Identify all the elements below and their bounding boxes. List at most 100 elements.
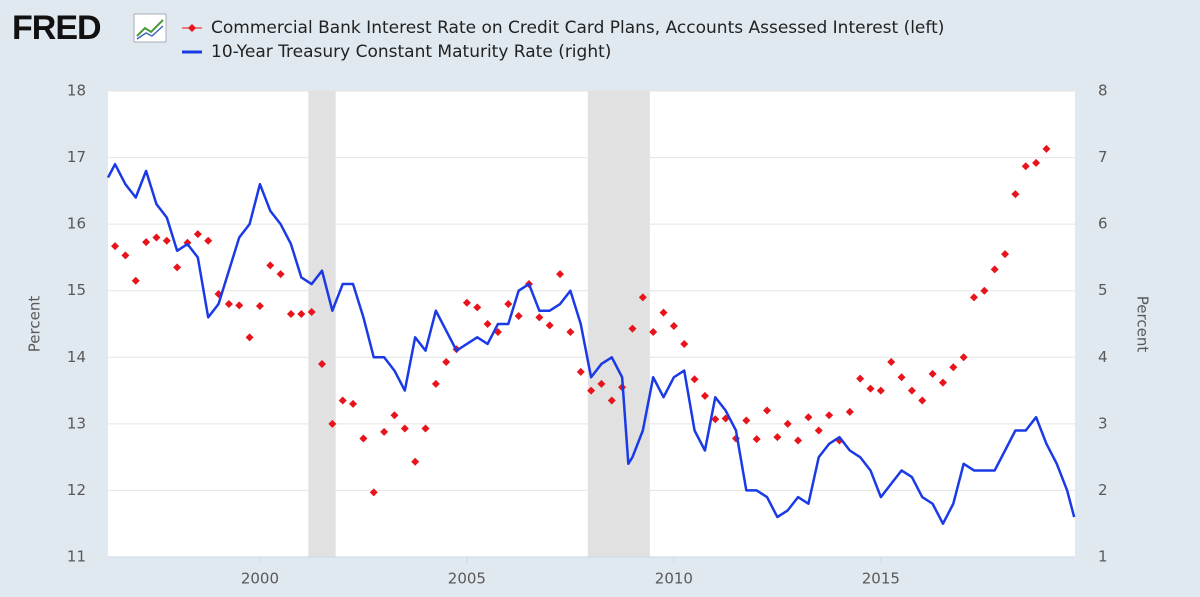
data-point	[659, 308, 668, 317]
data-point	[918, 396, 927, 405]
data-point	[349, 399, 358, 408]
data-point	[1042, 144, 1051, 153]
data-point	[266, 261, 275, 270]
data-point	[866, 384, 875, 393]
data-point	[907, 386, 916, 395]
data-point	[959, 353, 968, 362]
recession-band	[587, 91, 650, 557]
data-point	[328, 419, 337, 428]
data-point	[680, 339, 689, 348]
data-point	[545, 321, 554, 330]
data-point	[111, 242, 120, 251]
data-point	[1021, 162, 1030, 171]
data-point	[700, 391, 709, 400]
data-point	[752, 435, 761, 444]
data-point	[431, 379, 440, 388]
y-axis-label: Percent	[26, 296, 44, 353]
data-point	[638, 293, 647, 302]
data-point	[711, 415, 720, 424]
legend-label: 10-Year Treasury Constant Maturity Rate …	[211, 42, 611, 62]
data-point	[804, 413, 813, 422]
data-point	[204, 236, 213, 245]
data-point	[483, 320, 492, 328]
data-point	[462, 298, 471, 307]
y-tick-label: 15	[67, 281, 86, 299]
data-point	[794, 436, 803, 445]
data-point	[235, 301, 244, 310]
data-point	[400, 424, 409, 433]
data-point	[887, 357, 896, 366]
y-tick-label: 17	[67, 148, 86, 166]
data-point	[825, 411, 834, 420]
data-point	[763, 406, 772, 415]
data-point	[856, 374, 865, 383]
x-tick-label: 2000	[241, 570, 279, 588]
y2-tick-label: 2	[1098, 481, 1108, 499]
data-point	[928, 369, 937, 378]
data-point	[1011, 190, 1020, 199]
y-tick-label: 12	[67, 481, 86, 499]
data-point	[473, 303, 482, 312]
data-point	[307, 308, 316, 317]
data-point	[897, 373, 906, 382]
data-point	[876, 386, 885, 395]
y-tick-label: 16	[67, 215, 86, 233]
data-point	[421, 424, 430, 433]
x-tick-label: 2010	[655, 570, 693, 588]
data-point	[224, 300, 233, 309]
data-point	[773, 433, 782, 442]
y-tick-label: 14	[67, 348, 86, 366]
data-point	[1032, 158, 1041, 167]
data-point	[556, 270, 565, 279]
data-point	[742, 416, 751, 425]
legend-marker	[188, 24, 196, 32]
data-point	[276, 270, 285, 279]
data-point	[318, 359, 327, 368]
data-point	[566, 327, 575, 336]
data-point	[587, 386, 596, 395]
y-tick-label: 13	[67, 414, 86, 432]
data-point	[969, 293, 978, 302]
data-point	[669, 321, 678, 330]
data-point	[369, 488, 378, 497]
data-point	[990, 265, 999, 274]
data-point	[173, 263, 182, 272]
data-point	[1001, 250, 1010, 259]
y2-tick-label: 6	[1098, 215, 1108, 233]
data-point	[649, 327, 658, 336]
y2-tick-label: 1	[1098, 548, 1108, 566]
y2-tick-label: 3	[1098, 414, 1108, 432]
data-point	[193, 230, 202, 239]
y2-axis-label: Percent	[1134, 296, 1152, 353]
y-tick-label: 18	[67, 82, 86, 100]
data-point	[297, 310, 306, 319]
data-point	[131, 276, 140, 285]
y2-tick-label: 5	[1098, 281, 1108, 299]
data-point	[535, 313, 544, 322]
data-point	[255, 302, 264, 311]
data-point	[286, 310, 295, 319]
y2-tick-label: 8	[1098, 82, 1108, 100]
data-point	[338, 396, 347, 405]
data-point	[162, 236, 171, 245]
logo: FRED	[12, 9, 101, 47]
data-point	[576, 367, 585, 376]
y2-tick-label: 7	[1098, 148, 1108, 166]
data-point	[442, 357, 451, 366]
data-point	[411, 457, 420, 466]
data-point	[690, 375, 699, 384]
data-point	[845, 407, 854, 416]
y2-tick-label: 4	[1098, 348, 1108, 366]
data-point	[980, 286, 989, 295]
data-point	[607, 396, 616, 405]
legend-label: Commercial Bank Interest Rate on Credit …	[211, 18, 944, 38]
data-point	[390, 411, 399, 420]
data-point	[504, 300, 513, 309]
data-point	[359, 434, 368, 443]
data-point	[628, 324, 637, 333]
data-point	[597, 379, 606, 388]
data-point	[814, 426, 823, 435]
recession-band	[308, 91, 336, 557]
data-point	[938, 378, 947, 387]
